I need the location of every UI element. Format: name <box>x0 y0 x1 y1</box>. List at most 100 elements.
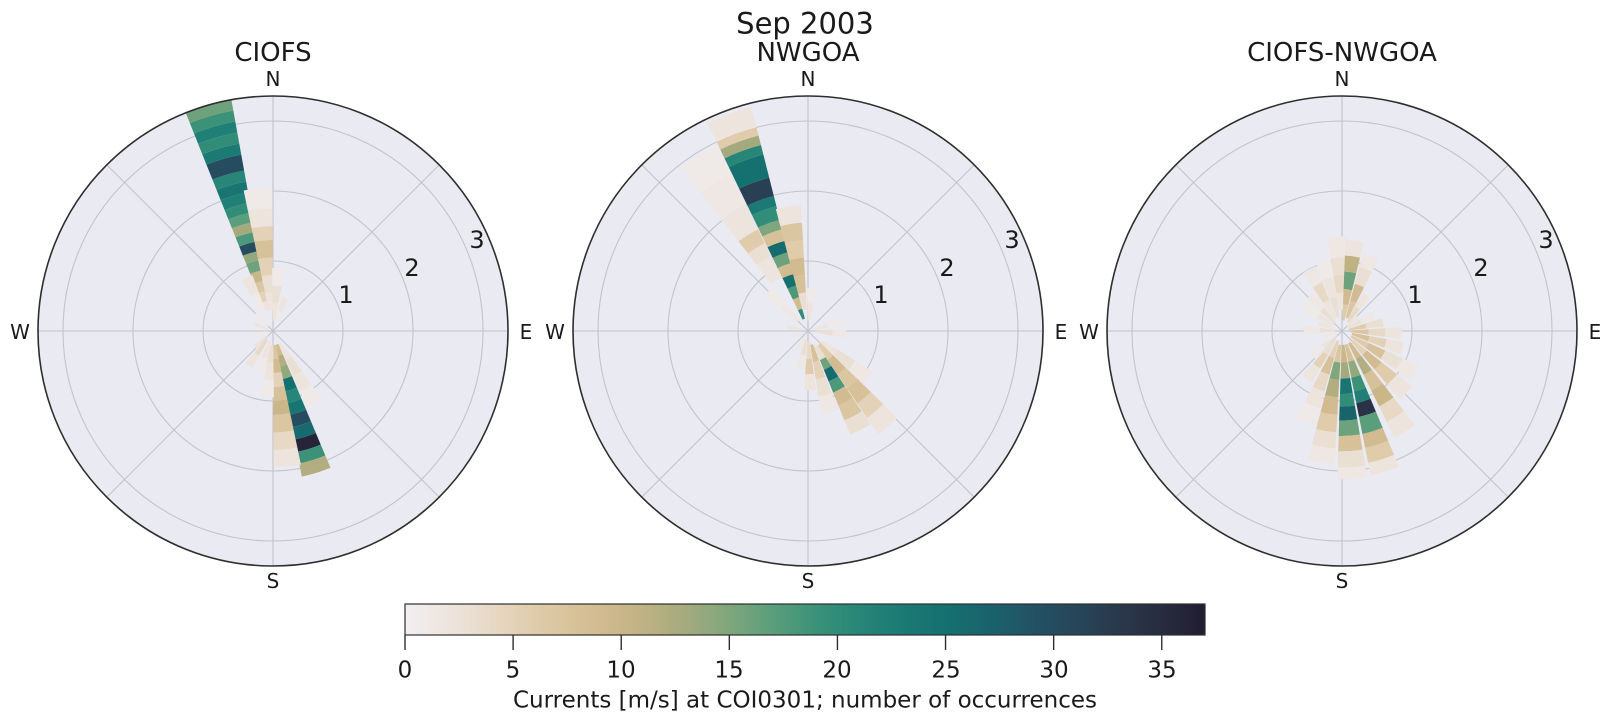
petal-segment <box>1379 397 1405 423</box>
petal-segment <box>1359 312 1375 324</box>
petal-segment <box>1356 398 1376 417</box>
figure-suptitle: Sep 2003 <box>736 6 874 41</box>
grid-spoke <box>641 330 809 498</box>
petal-segment <box>762 229 786 248</box>
petal-segment <box>1301 302 1321 319</box>
petal-segment <box>819 357 832 370</box>
petal-segment <box>261 340 271 359</box>
petal-segment <box>1368 454 1399 476</box>
petal-segment <box>800 339 808 356</box>
petal-segment <box>1353 387 1371 404</box>
polar-axes-CIOFS-NWGOA <box>1106 95 1578 567</box>
petal-segment <box>827 355 846 375</box>
petal-segment <box>1351 374 1366 392</box>
petal-segment <box>796 354 806 370</box>
petal-segment <box>1387 374 1413 400</box>
petal-segment <box>1350 283 1365 303</box>
petal-segment <box>241 275 259 296</box>
petal-segment <box>1337 449 1366 468</box>
petal-segment <box>1359 253 1379 272</box>
petal-segment <box>1308 444 1336 464</box>
petal-segment <box>814 323 829 330</box>
petal-segment <box>216 181 249 201</box>
petal-segment <box>1341 344 1348 363</box>
petal-segment <box>1380 350 1403 370</box>
petal-segment <box>798 292 807 311</box>
colorbar-label: Currents [m/s] at COI0301; number of occ… <box>512 687 1098 714</box>
petal-segment <box>256 356 268 373</box>
petal-segment <box>747 243 771 265</box>
petal-segment <box>198 132 240 155</box>
petal-segment <box>1321 331 1337 339</box>
petal-segment <box>1345 300 1357 319</box>
petal-segment <box>235 231 257 247</box>
petal-segment <box>795 336 806 351</box>
dir-label-w: W <box>10 320 30 344</box>
petal-segment <box>252 334 269 349</box>
dir-label-s: S <box>266 569 280 593</box>
petal-segment <box>814 345 826 361</box>
petal-segment <box>817 343 834 360</box>
petal-segment <box>857 392 884 418</box>
petal-segment <box>1355 292 1370 310</box>
colorbar-tick-15: 15 <box>714 657 744 684</box>
petal-segment <box>777 263 794 279</box>
axes-spine <box>572 95 1044 567</box>
petal-segment <box>700 173 747 221</box>
petal-segment <box>833 349 856 370</box>
petal-segment <box>767 240 789 258</box>
petal-segment <box>252 321 268 330</box>
petal-segment <box>1344 255 1361 274</box>
petal-segment <box>247 208 273 229</box>
petal-segment <box>189 110 236 134</box>
petal-segment <box>265 292 273 311</box>
petal-segment <box>747 195 777 216</box>
grid-spoke <box>106 330 274 498</box>
radial-tick-2: 2 <box>1473 254 1489 282</box>
petal-segment <box>273 430 298 450</box>
subplot-title-ciofs-nwgoa: CIOFS-NWGOA <box>1247 38 1437 68</box>
petal-segment <box>1311 429 1337 449</box>
petal-segment <box>296 444 326 464</box>
petal-segment <box>1306 292 1325 312</box>
petal-segment <box>193 121 238 144</box>
petal-segment <box>1354 266 1372 288</box>
petal-segment <box>1319 327 1336 333</box>
petal-segment <box>1395 358 1419 381</box>
petal-segment <box>246 260 263 274</box>
petal-segment <box>738 229 765 254</box>
petal-segment <box>1303 325 1320 334</box>
dir-label-n: N <box>265 67 281 91</box>
axes-spine <box>1106 95 1578 567</box>
petal-segment <box>772 252 791 268</box>
petal-segment <box>1325 378 1340 398</box>
petal-segment <box>780 303 800 323</box>
petal-segment <box>867 404 898 435</box>
petal-segment <box>1303 266 1323 288</box>
petal-segment <box>775 205 802 227</box>
dir-label-e: E <box>519 320 533 344</box>
petal-segment <box>751 206 780 228</box>
grid-spoke <box>1341 164 1509 332</box>
petal-segment <box>1337 465 1368 480</box>
petal-segment <box>1304 386 1325 409</box>
colorbar-tick-35: 35 <box>1147 657 1177 684</box>
petal-segment <box>739 177 774 206</box>
petal-segment <box>274 310 283 325</box>
petal-segment <box>818 393 838 414</box>
petal-segment <box>300 384 323 408</box>
petal-segment <box>804 374 817 391</box>
petal-segment <box>1340 362 1351 379</box>
radial-tick-3: 3 <box>1538 226 1554 254</box>
petal-segment <box>793 275 806 294</box>
radial-tick-3: 3 <box>1004 226 1020 254</box>
petal-segment <box>267 344 274 363</box>
petal-segment <box>810 344 820 363</box>
petal-segment <box>813 360 826 380</box>
petal-segment <box>716 127 759 150</box>
petal-segment <box>1329 296 1340 318</box>
petal-segment <box>228 212 254 229</box>
petal-segment <box>294 432 321 452</box>
